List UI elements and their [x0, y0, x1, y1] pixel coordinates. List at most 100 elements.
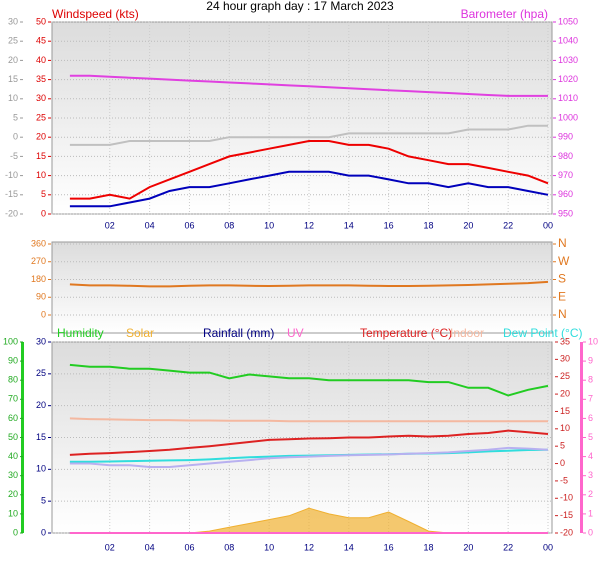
x-tick-label: 08 — [224, 542, 234, 552]
y-tick-label: 20 — [36, 132, 46, 142]
y-axis-label: Windspeed (kts) — [52, 7, 139, 21]
y3-tick-label: 25 — [36, 368, 46, 378]
y2-tick-label: 35 — [560, 336, 570, 346]
y-tick-label: 40 — [36, 55, 46, 65]
y2-tick-label: S — [558, 272, 566, 286]
y3-tick-label: 10 — [36, 464, 46, 474]
x-tick-label: 06 — [184, 220, 194, 230]
x-tick-label: 18 — [423, 220, 433, 230]
y2-tick-label: 0 — [560, 458, 565, 468]
x-tick-label: 12 — [304, 220, 314, 230]
x-tick-label: 22 — [503, 220, 513, 230]
y2-tick-label: -10 — [560, 493, 573, 503]
x-tick-label: 02 — [105, 542, 115, 552]
y4-tick-label: 9 — [588, 355, 593, 365]
y2-tick-label: -15 — [560, 510, 573, 520]
y3-tick-label: 30 — [8, 16, 18, 26]
panel — [51, 241, 553, 334]
y-tick-label: 0 — [41, 309, 46, 319]
line — [69, 429, 549, 456]
line — [69, 446, 549, 468]
y4-tick-label: 10 — [588, 336, 598, 346]
y-tick-label: 5 — [41, 189, 46, 199]
y-tick-label: 30 — [8, 470, 18, 480]
y4-tick-label: 4 — [588, 451, 593, 461]
y-tick-label: 50 — [36, 16, 46, 26]
y-tick-label: 90 — [8, 355, 18, 365]
y2-tick-label: E — [558, 289, 566, 303]
y3-tick-label: 0 — [41, 527, 46, 537]
y3-tick-label: -10 — [5, 170, 18, 180]
y2-tick-label: 990 — [558, 132, 573, 142]
y-tick-label: 20 — [8, 489, 18, 499]
y-tick-label: 180 — [31, 274, 46, 284]
y4-tick-label: 3 — [588, 470, 593, 480]
x-tick-label: 12 — [304, 542, 314, 552]
y-tick-label: 30 — [36, 93, 46, 103]
y2-tick-label: 15 — [560, 406, 570, 416]
y4-tick-label: 2 — [588, 489, 593, 499]
legend-entry: Solar — [126, 326, 154, 340]
line — [69, 74, 548, 97]
y3-tick-label: 20 — [8, 55, 18, 65]
y2-tick-label: 5 — [560, 441, 565, 451]
x-tick-label: 18 — [423, 542, 433, 552]
y2-tick-label: N — [558, 236, 567, 250]
line — [69, 363, 549, 397]
y3-tick-label: 5 — [41, 496, 46, 506]
x-tick-label: 04 — [145, 542, 155, 552]
y-tick-label: 25 — [36, 112, 46, 122]
legend-entry: Dew Point (°C) — [503, 326, 582, 340]
x-tick-label: 20 — [463, 220, 473, 230]
x-tick-label: 20 — [463, 542, 473, 552]
y-tick-label: 270 — [31, 256, 46, 266]
y3-tick-label: 15 — [36, 432, 46, 442]
y2-axis-label: Barometer (hpa) — [461, 7, 548, 21]
y2-tick-label: 30 — [560, 354, 570, 364]
y2-tick-label: 950 — [558, 208, 573, 218]
x-tick-label: 10 — [264, 542, 274, 552]
legend-entry: Rainfall (mm) — [203, 326, 274, 340]
x-tick-label: 10 — [264, 220, 274, 230]
y2-tick-label: 970 — [558, 170, 573, 180]
y2-tick-label: 1050 — [558, 16, 578, 26]
y-tick-label: 10 — [8, 508, 18, 518]
y2-tick-label: -20 — [560, 527, 573, 537]
x-tick-label: 22 — [503, 542, 513, 552]
x-tick-label: 08 — [224, 220, 234, 230]
line — [69, 417, 548, 423]
y3-tick-label: 25 — [8, 36, 18, 46]
y2-tick-label: W — [558, 254, 570, 268]
line — [69, 170, 549, 208]
y2-tick-label: 1010 — [558, 93, 578, 103]
y-tick-label: 45 — [36, 36, 46, 46]
legend-entry: Humidity — [57, 326, 104, 340]
legend-entry: Indoor — [450, 326, 484, 340]
y-tick-label: 100 — [3, 336, 18, 346]
x-tick-label: 02 — [105, 220, 115, 230]
legend-entry: UV — [287, 326, 304, 340]
y3-tick-label: 15 — [8, 74, 18, 84]
y-tick-label: 90 — [36, 292, 46, 302]
x-tick-label: 00 — [543, 220, 553, 230]
x-tick-label: 00 — [543, 542, 553, 552]
y-tick-label: 0 — [13, 527, 18, 537]
y-tick-label: 0 — [41, 208, 46, 218]
y-tick-label: 360 — [31, 238, 46, 248]
y4-tick-label: 7 — [588, 394, 593, 404]
x-tick-label: 06 — [184, 542, 194, 552]
y2-tick-label: 960 — [558, 189, 573, 199]
y4-tick-label: 6 — [588, 413, 593, 423]
y4-tick-label: 8 — [588, 375, 593, 385]
y3-tick-label: 10 — [8, 93, 18, 103]
y-tick-label: 70 — [8, 394, 18, 404]
y2-tick-label: 980 — [558, 151, 573, 161]
y2-tick-label: 1000 — [558, 112, 578, 122]
chart-title: 24 hour graph day : 17 March 2023 — [206, 0, 394, 13]
y-tick-label: 80 — [8, 375, 18, 385]
x-tick-label: 16 — [384, 220, 394, 230]
line — [69, 140, 549, 200]
y2-tick-label: 25 — [560, 371, 570, 381]
